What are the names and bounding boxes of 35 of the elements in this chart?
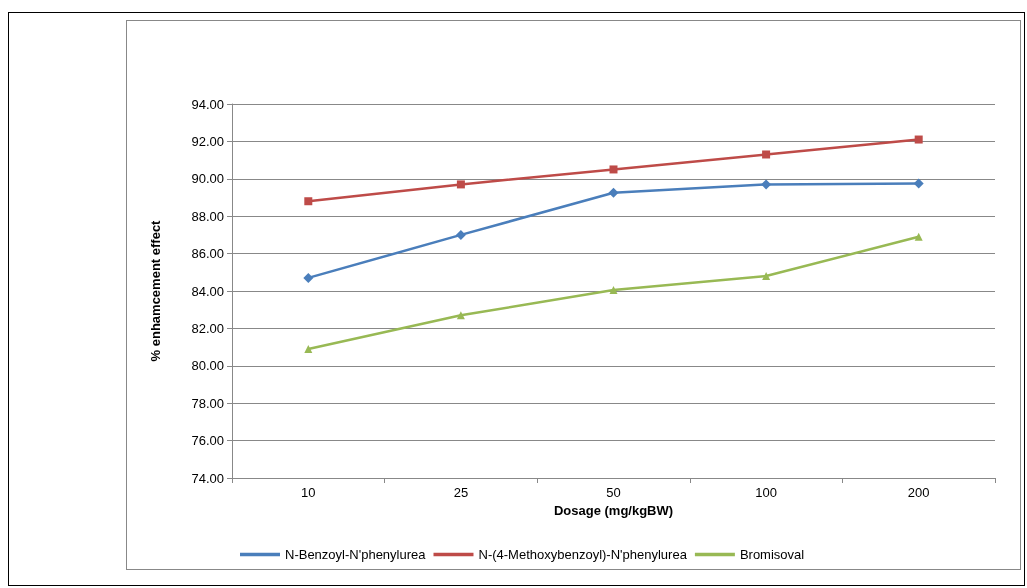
legend-label: N-Benzoyl-N'phenylurea <box>285 547 427 562</box>
y-tick-label: 88.00 <box>191 208 224 224</box>
y-tick-label: 84.00 <box>191 283 224 299</box>
y-tick-label: 76.00 <box>191 433 224 449</box>
point <box>609 165 618 174</box>
y-tick-label: 90.00 <box>191 171 224 187</box>
legend-label: Bromisoval <box>739 547 805 562</box>
y-tick-label: 78.00 <box>191 395 224 411</box>
y-axis-title: % enhamcement effect <box>148 219 163 362</box>
point <box>609 286 618 295</box>
y-tick-label: 86.00 <box>191 246 224 262</box>
legend-label: N-(4-Methoxybenzoyl)-N'phenylurea <box>478 547 688 562</box>
x-axis-title: Dosage (mg/kgBW) <box>553 502 674 518</box>
point <box>303 272 314 283</box>
y-tick-label: 74.00 <box>191 470 224 486</box>
point <box>761 179 772 190</box>
x-tick-label: 200 <box>907 485 930 500</box>
point <box>608 187 619 198</box>
point <box>304 197 313 206</box>
point <box>455 229 466 240</box>
point <box>762 150 771 159</box>
point <box>914 232 923 241</box>
x-tick-label: 100 <box>755 485 777 500</box>
y-tick-label: 82.00 <box>191 320 224 336</box>
x-tick-label: 10 <box>301 485 316 500</box>
point <box>913 178 924 189</box>
point <box>914 135 923 144</box>
y-tick-label: 94.00 <box>191 96 224 112</box>
y-tick-label: 92.00 <box>191 133 224 149</box>
point <box>456 180 465 189</box>
x-tick-label: 25 <box>453 485 469 500</box>
point <box>762 272 771 281</box>
x-tick-label: 50 <box>606 485 621 500</box>
point <box>304 344 313 353</box>
y-tick-label: 80.00 <box>191 358 224 374</box>
